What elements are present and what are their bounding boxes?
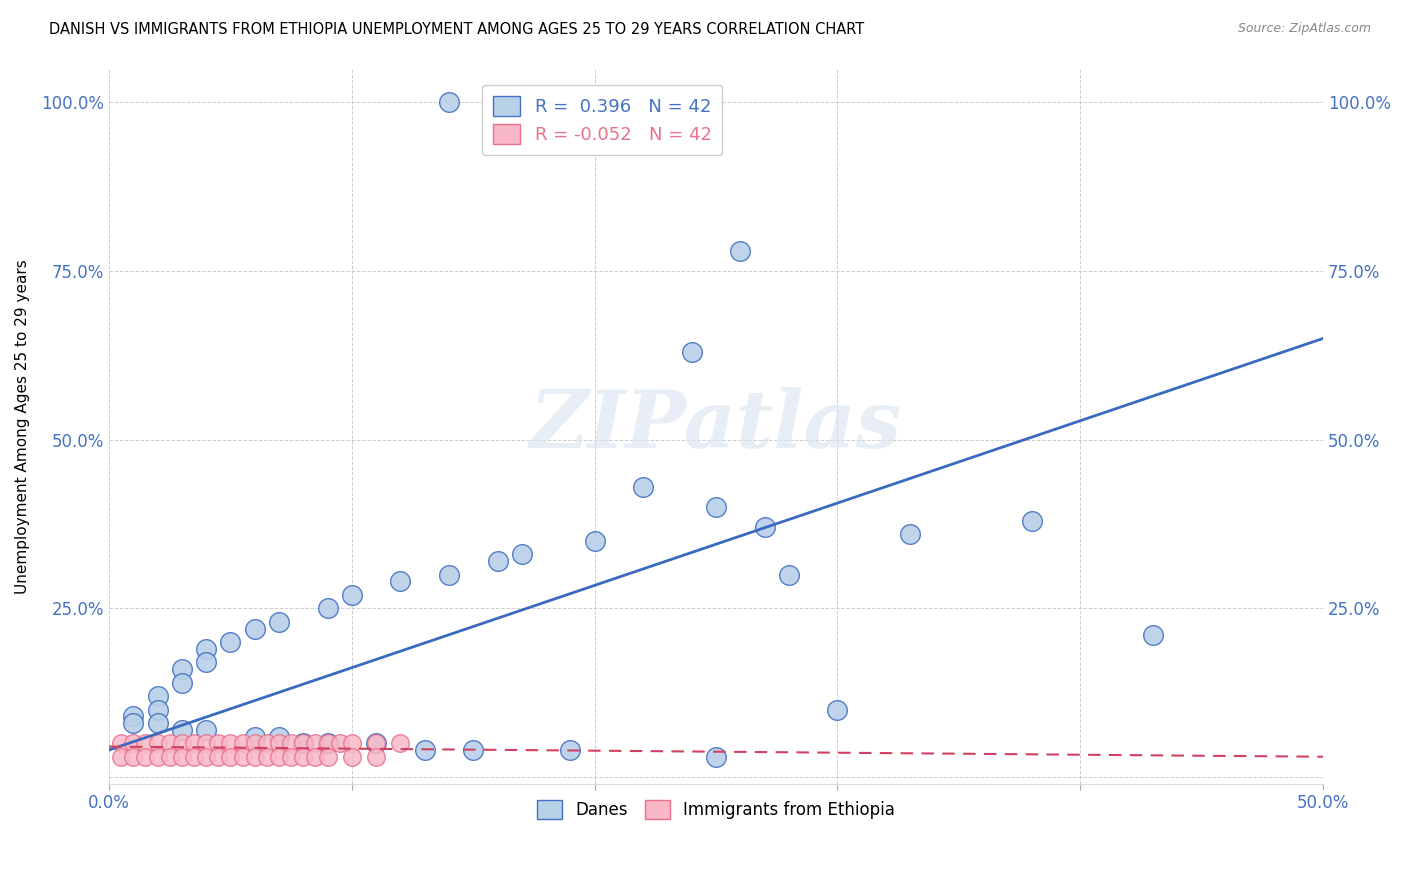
Point	[195, 749, 218, 764]
Point	[292, 736, 315, 750]
Point	[110, 736, 132, 750]
Point	[316, 749, 339, 764]
Point	[1021, 514, 1043, 528]
Y-axis label: Unemployment Among Ages 25 to 29 years: Unemployment Among Ages 25 to 29 years	[15, 259, 30, 593]
Point	[122, 716, 145, 731]
Point	[219, 749, 242, 764]
Legend: Danes, Immigrants from Ethiopia: Danes, Immigrants from Ethiopia	[530, 793, 901, 825]
Point	[146, 749, 169, 764]
Point	[486, 554, 509, 568]
Point	[267, 749, 290, 764]
Point	[134, 736, 156, 750]
Point	[631, 95, 654, 110]
Point	[146, 736, 169, 750]
Point	[463, 743, 485, 757]
Point	[195, 641, 218, 656]
Point	[267, 615, 290, 629]
Point	[898, 527, 921, 541]
Point	[170, 736, 193, 750]
Point	[364, 736, 387, 750]
Point	[364, 749, 387, 764]
Point	[681, 345, 703, 359]
Point	[146, 689, 169, 703]
Point	[110, 749, 132, 764]
Point	[267, 730, 290, 744]
Point	[146, 716, 169, 731]
Point	[195, 736, 218, 750]
Point	[256, 749, 278, 764]
Point	[304, 736, 326, 750]
Point	[778, 567, 800, 582]
Point	[704, 749, 727, 764]
Point	[243, 622, 266, 636]
Point	[340, 749, 363, 764]
Point	[340, 736, 363, 750]
Point	[437, 567, 460, 582]
Point	[122, 736, 145, 750]
Point	[437, 95, 460, 110]
Text: ZIPatlas: ZIPatlas	[530, 387, 903, 465]
Point	[256, 736, 278, 750]
Point	[219, 736, 242, 750]
Point	[704, 500, 727, 514]
Point	[243, 736, 266, 750]
Point	[1142, 628, 1164, 642]
Point	[730, 244, 752, 258]
Point	[389, 736, 412, 750]
Point	[183, 736, 205, 750]
Point	[292, 749, 315, 764]
Point	[304, 749, 326, 764]
Point	[243, 749, 266, 764]
Point	[231, 749, 253, 764]
Point	[827, 702, 849, 716]
Point	[159, 736, 181, 750]
Point	[195, 655, 218, 669]
Point	[231, 736, 253, 750]
Point	[292, 736, 315, 750]
Point	[170, 723, 193, 737]
Point	[316, 736, 339, 750]
Point	[560, 743, 582, 757]
Point	[267, 736, 290, 750]
Point	[280, 736, 302, 750]
Point	[364, 736, 387, 750]
Point	[170, 749, 193, 764]
Point	[316, 601, 339, 615]
Point	[207, 749, 229, 764]
Point	[340, 588, 363, 602]
Point	[183, 749, 205, 764]
Point	[122, 709, 145, 723]
Point	[389, 574, 412, 589]
Point	[280, 749, 302, 764]
Point	[159, 749, 181, 764]
Point	[583, 533, 606, 548]
Point	[329, 736, 352, 750]
Point	[195, 723, 218, 737]
Point	[207, 736, 229, 750]
Point	[170, 662, 193, 676]
Point	[413, 743, 436, 757]
Point	[754, 520, 776, 534]
Point	[243, 730, 266, 744]
Point	[134, 749, 156, 764]
Point	[122, 749, 145, 764]
Point	[146, 702, 169, 716]
Text: Source: ZipAtlas.com: Source: ZipAtlas.com	[1237, 22, 1371, 36]
Point	[510, 547, 533, 561]
Point	[219, 635, 242, 649]
Point	[631, 480, 654, 494]
Point	[316, 736, 339, 750]
Text: DANISH VS IMMIGRANTS FROM ETHIOPIA UNEMPLOYMENT AMONG AGES 25 TO 29 YEARS CORREL: DANISH VS IMMIGRANTS FROM ETHIOPIA UNEMP…	[49, 22, 865, 37]
Point	[170, 675, 193, 690]
